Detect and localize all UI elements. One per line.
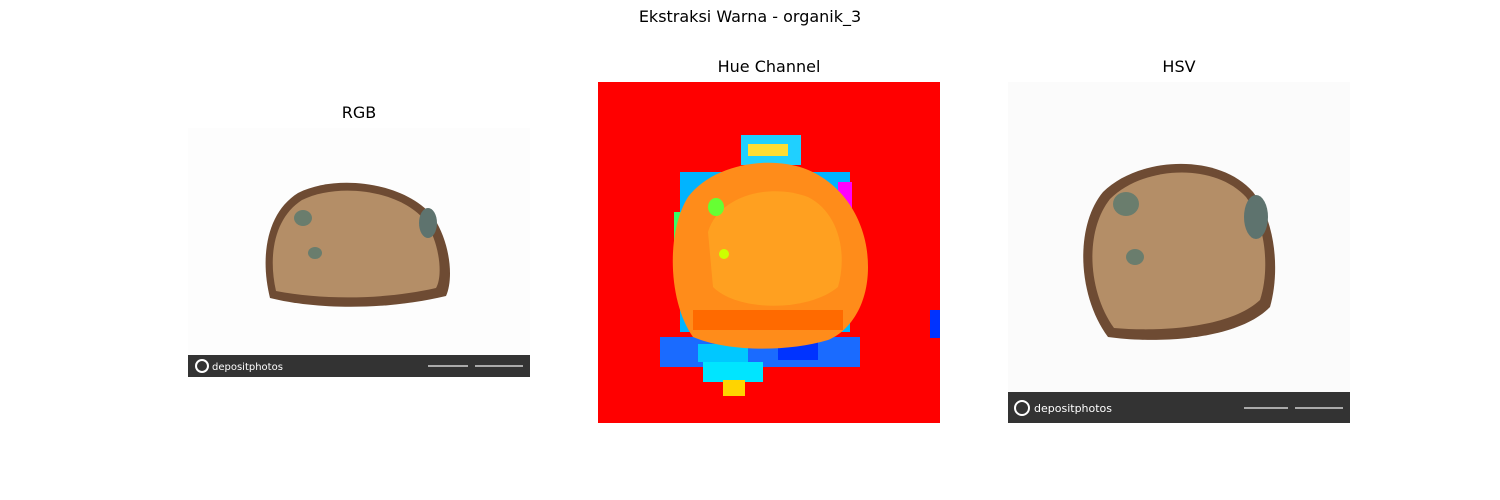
- mold-spot: [1126, 249, 1144, 265]
- hue-channel-image: [598, 82, 940, 423]
- mold-spot: [308, 247, 322, 259]
- mold-spot: [294, 210, 312, 226]
- watermark-text: depositphotos: [1034, 402, 1112, 415]
- hsv-image: depositphotos: [1008, 82, 1350, 423]
- hsv-panel-title: HSV: [1162, 57, 1196, 76]
- mold-spot: [1244, 195, 1268, 239]
- mold-spot: [419, 208, 437, 238]
- watermark-bar: [188, 355, 530, 377]
- watermark-bar: [1008, 392, 1350, 423]
- rgb-image: depositphotos: [188, 128, 530, 377]
- watermark-text: depositphotos: [212, 362, 283, 373]
- rgb-panel-title: RGB: [341, 103, 377, 122]
- bread-crumb: [272, 190, 440, 298]
- figure-title: Ekstraksi Warna - organik_3: [638, 7, 862, 26]
- watermark-logo: [1014, 400, 1030, 416]
- watermark-logo: [195, 359, 209, 373]
- hue-panel-title: Hue Channel: [717, 57, 821, 76]
- mold-spot: [1113, 192, 1139, 216]
